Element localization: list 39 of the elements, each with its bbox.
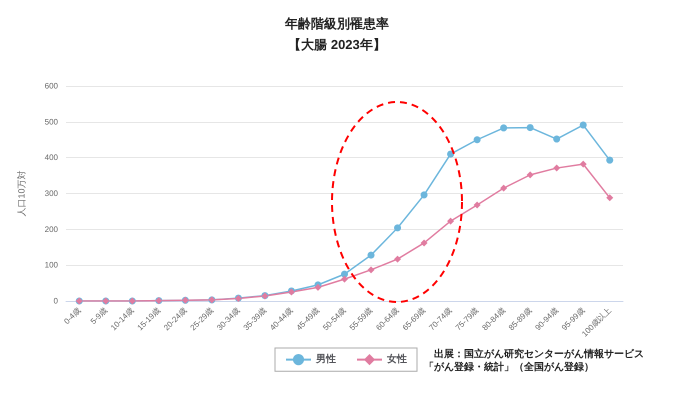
point	[447, 150, 454, 158]
point	[341, 276, 348, 283]
point	[526, 124, 534, 132]
y-tick-label: 300	[44, 189, 59, 198]
point	[553, 164, 560, 172]
y-tick-label: 400	[44, 153, 59, 162]
point	[474, 201, 481, 208]
point	[580, 160, 587, 168]
point	[420, 239, 428, 246]
point	[526, 171, 534, 178]
y-tick-label: 0	[54, 296, 59, 306]
y-tick-label: 500	[44, 117, 59, 126]
point	[606, 156, 614, 164]
point	[580, 122, 587, 129]
point	[341, 270, 348, 278]
legend-label: 男性	[315, 353, 336, 366]
point	[474, 136, 481, 144]
point	[394, 224, 402, 232]
chart-title: 年齢階級別罹患率	[284, 16, 389, 31]
x-tick-label: 5-9歳	[88, 306, 109, 326]
point	[368, 266, 375, 274]
point	[420, 191, 428, 198]
y-tick-label: 200	[44, 224, 59, 234]
y-axis-title: 人口10万対	[16, 170, 26, 217]
point	[500, 184, 508, 192]
y-tick-label: 600	[44, 82, 59, 90]
text: 「がん登録・統計」（全国がん登録）	[424, 361, 595, 374]
point	[314, 284, 322, 291]
point	[606, 194, 614, 202]
legend-label: 女性	[386, 353, 407, 366]
y-tick-label: 100	[44, 260, 59, 270]
point	[500, 124, 508, 132]
text: 出展：国立がん研究センターがん情報サービス	[433, 348, 644, 361]
point	[394, 256, 402, 263]
point	[447, 218, 454, 225]
x-tick-label: 0-4歳	[62, 306, 82, 326]
chart-subtitle: 【大腸 2023年】	[288, 37, 386, 52]
point	[368, 252, 375, 259]
point	[553, 136, 560, 143]
